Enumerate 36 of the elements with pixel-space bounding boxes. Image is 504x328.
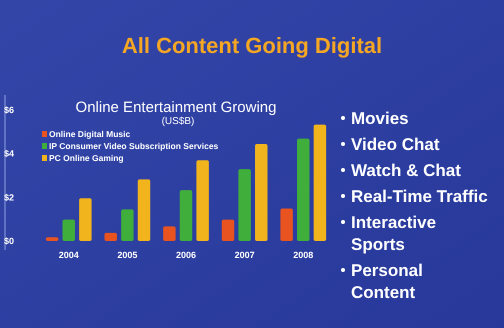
x-tick-label: 2008 xyxy=(293,250,314,260)
bar xyxy=(196,160,209,241)
text: Personal Content xyxy=(351,261,423,302)
x-tick-label: 2004 xyxy=(58,250,79,260)
legend-label: IP Consumer Video Subscription Services xyxy=(49,141,219,151)
y-tick-label: $6 xyxy=(4,105,14,115)
y-tick-label: $4 xyxy=(4,148,14,159)
chart-subtitle: Online Entertainment Growing xyxy=(76,99,276,116)
x-tick-label: 2006 xyxy=(176,250,196,260)
bar xyxy=(46,237,58,241)
text: Real-Time Traffic xyxy=(351,187,488,206)
y-tick-label: $2 xyxy=(4,192,14,202)
bar xyxy=(138,179,150,241)
bar xyxy=(104,232,117,241)
bar xyxy=(79,198,92,241)
bar xyxy=(255,144,268,241)
legend-label: Online Digital Music xyxy=(49,129,131,139)
bar xyxy=(238,169,251,241)
chart-title: All Content Going Digital xyxy=(122,33,382,58)
y-tick-label: $0 xyxy=(4,236,14,246)
y-axis-title: (US$B) xyxy=(162,116,194,127)
x-tick-label: 2005 xyxy=(117,250,138,260)
text: Watch & Chat xyxy=(351,161,462,180)
text: Video Chat xyxy=(351,135,440,154)
text: Interactive Sports xyxy=(351,213,436,254)
legend-label: PC Online Gaming xyxy=(49,153,124,163)
bar xyxy=(121,209,134,241)
bar xyxy=(180,190,192,241)
bar xyxy=(62,220,75,241)
bar xyxy=(280,208,293,241)
bar xyxy=(297,138,310,241)
bar xyxy=(314,124,326,241)
bar xyxy=(222,220,234,241)
text: Movies xyxy=(351,109,409,128)
x-tick-label: 2007 xyxy=(234,250,255,260)
bar xyxy=(163,226,176,241)
